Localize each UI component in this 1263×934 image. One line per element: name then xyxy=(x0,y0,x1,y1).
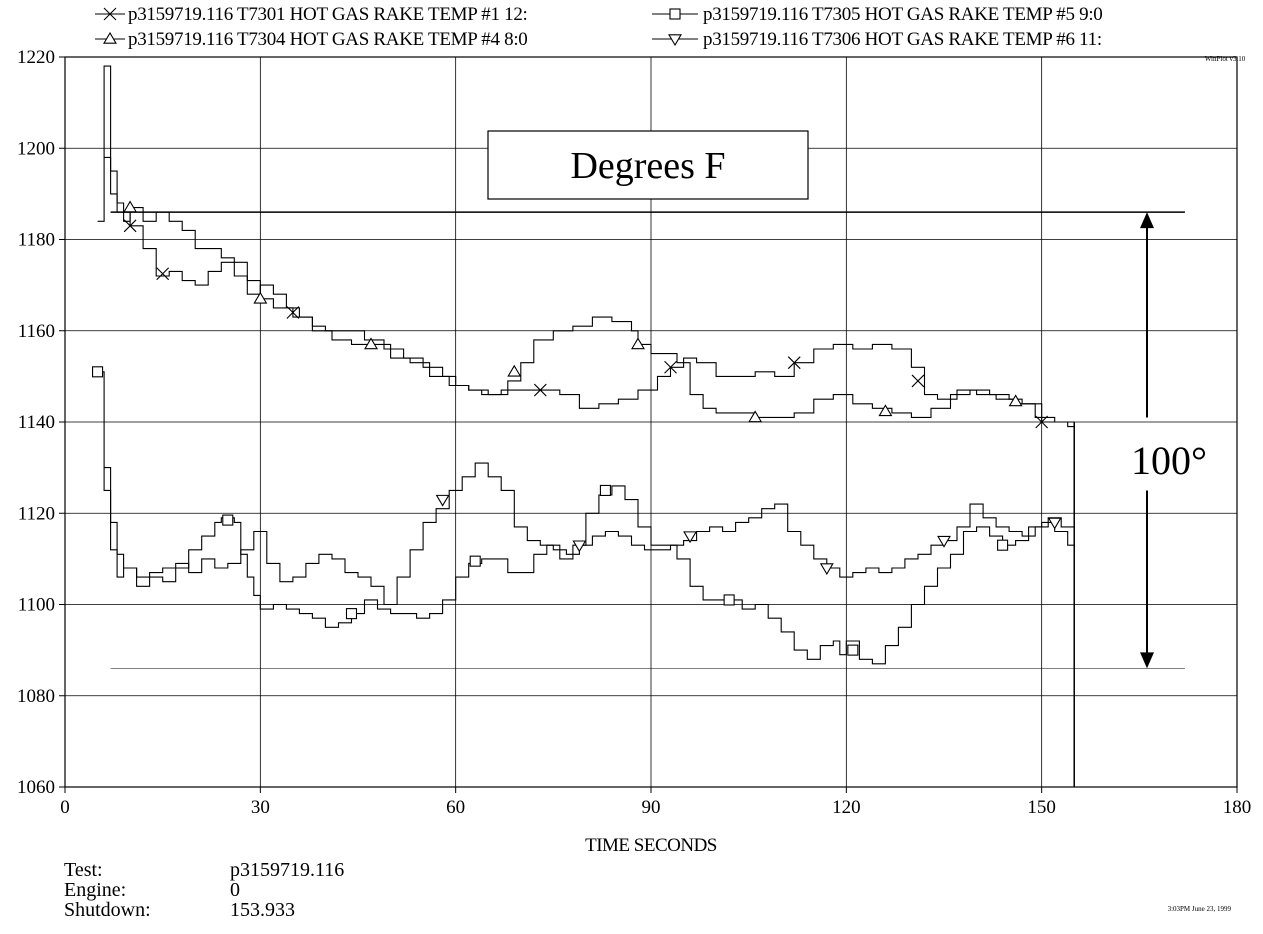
series-marker-triangle-up xyxy=(878,404,893,417)
series-marker-triangle-up xyxy=(507,364,522,377)
test-info-block: Test: p3159719.116 Engine: 0 Shutdown: 1… xyxy=(64,860,364,920)
x-tick-label: 60 xyxy=(446,797,465,818)
y-tick-label: 1100 xyxy=(18,595,55,616)
y-tick-label: 1200 xyxy=(17,138,55,159)
test-label: Test: xyxy=(64,859,103,881)
series-marker-x xyxy=(1035,415,1049,429)
series-marker-square xyxy=(469,555,481,567)
series-marker-x xyxy=(533,383,547,397)
series-marker-triangle-up xyxy=(253,291,268,304)
series-marker-x xyxy=(787,356,801,370)
shutdown-label: Shutdown: xyxy=(64,899,151,921)
y-tick-label: 1140 xyxy=(18,412,55,433)
marker-stroke xyxy=(911,374,925,388)
marker-stroke xyxy=(156,267,170,281)
series-3 xyxy=(92,366,1075,665)
series-marker-square xyxy=(222,514,234,526)
x-tick-label: 150 xyxy=(1027,797,1056,818)
engine-label: Engine: xyxy=(64,879,127,901)
series-line xyxy=(97,65,1075,428)
series-marker-triangle-up xyxy=(364,337,378,350)
x-tick-label: 30 xyxy=(251,797,270,818)
series-marker-x xyxy=(156,267,170,281)
degrees-annotation-text: Degrees F xyxy=(570,145,725,187)
series-marker-square xyxy=(847,644,859,656)
degrees-annotation-box: Degrees F xyxy=(487,130,809,200)
legend-label: p3159719.116 T7301 HOT GAS RAKE TEMP #1 … xyxy=(128,4,528,25)
series-marker-square xyxy=(345,608,358,620)
series-line xyxy=(104,156,1075,423)
y-tick-label: 1080 xyxy=(17,686,55,707)
series-2 xyxy=(104,156,1075,423)
series-marker-triangle-down xyxy=(819,563,834,576)
series-line xyxy=(104,462,1075,606)
series-marker-x xyxy=(103,7,117,21)
y-tick-label: 1160 xyxy=(18,321,55,342)
series-marker-x xyxy=(664,360,677,374)
range-arrow-down-head xyxy=(1140,652,1154,669)
legend-entry-3: p3159719.116 T7305 HOT GAS RAKE TEMP #5 … xyxy=(652,4,1103,25)
series-marker-triangle-down xyxy=(937,535,951,548)
legend-entry-1: p3159719.116 T7301 HOT GAS RAKE TEMP #1 … xyxy=(95,4,528,25)
legend-label: p3159719.116 T7304 HOT GAS RAKE TEMP #4 … xyxy=(128,29,528,50)
y-tick-label: 1180 xyxy=(18,230,55,251)
x-tick-label: 0 xyxy=(60,797,70,818)
series-layer xyxy=(92,65,1075,665)
marker-stroke xyxy=(787,356,801,370)
engine-value: 0 xyxy=(230,879,240,901)
series-marker-triangle-up xyxy=(123,200,138,213)
range-annotation-label: 100° xyxy=(1131,438,1207,483)
series-marker-square xyxy=(599,484,611,496)
series-marker-triangle-up xyxy=(1008,394,1023,407)
marker-stroke xyxy=(1035,415,1049,429)
version-tag: WinPlot v3.10 xyxy=(1205,55,1246,63)
series-marker-triangle-down xyxy=(572,540,587,553)
range-arrow-up-head xyxy=(1140,212,1154,229)
series-marker-square xyxy=(669,8,681,20)
y-axis-ticks: 1060 1080 1100 1120 1140 1160 1180 1200 1220 xyxy=(17,47,65,798)
test-value: p3159719.116 xyxy=(230,859,345,881)
series-marker-square xyxy=(723,594,735,606)
legend-entry-2: p3159719.116 T7304 HOT GAS RAKE TEMP #4 … xyxy=(95,29,528,50)
series-marker-square xyxy=(997,539,1009,551)
y-tick-label: 1060 xyxy=(17,777,55,798)
legend-label: p3159719.116 T7306 HOT GAS RAKE TEMP #6 … xyxy=(703,29,1102,50)
x-axis-label: TIME SECONDS xyxy=(585,835,717,856)
series-marker-triangle-down xyxy=(668,34,682,47)
shutdown-value: 153.933 xyxy=(230,899,295,921)
marker-stroke xyxy=(123,219,137,233)
y-tick-label: 1220 xyxy=(17,47,55,68)
x-tick-label: 180 xyxy=(1223,797,1252,818)
series-marker-triangle-up xyxy=(631,337,645,350)
marker-stroke xyxy=(664,360,677,374)
y-tick-label: 1120 xyxy=(18,503,55,524)
series-marker-triangle-down xyxy=(1047,517,1062,530)
series-marker-triangle-up xyxy=(103,31,117,44)
x-axis-ticks: 0 30 60 90 120 150 180 xyxy=(60,787,1251,818)
series-1 xyxy=(97,65,1075,429)
series-4 xyxy=(104,462,1075,606)
reference-lines xyxy=(110,211,1185,787)
series-marker-triangle-up xyxy=(748,410,763,423)
x-tick-label: 120 xyxy=(832,797,861,818)
series-marker-square xyxy=(92,366,104,378)
series-marker-triangle-down xyxy=(683,531,698,544)
legend-entry-4: p3159719.116 T7306 HOT GAS RAKE TEMP #6 … xyxy=(652,29,1102,50)
legend: p3159719.116 T7301 HOT GAS RAKE TEMP #1 … xyxy=(95,4,1103,50)
marker-stroke xyxy=(533,383,547,397)
x-tick-label: 90 xyxy=(642,797,661,818)
marker-stroke xyxy=(103,7,117,21)
range-annotation: 100° xyxy=(1131,212,1207,669)
timestamp-stamp: 3:03PM June 23, 1999 xyxy=(1167,905,1231,913)
legend-label: p3159719.116 T7305 HOT GAS RAKE TEMP #5 … xyxy=(703,4,1103,25)
series-marker-triangle-down xyxy=(435,494,450,507)
series-line xyxy=(97,371,1075,665)
series-marker-x xyxy=(911,374,925,388)
